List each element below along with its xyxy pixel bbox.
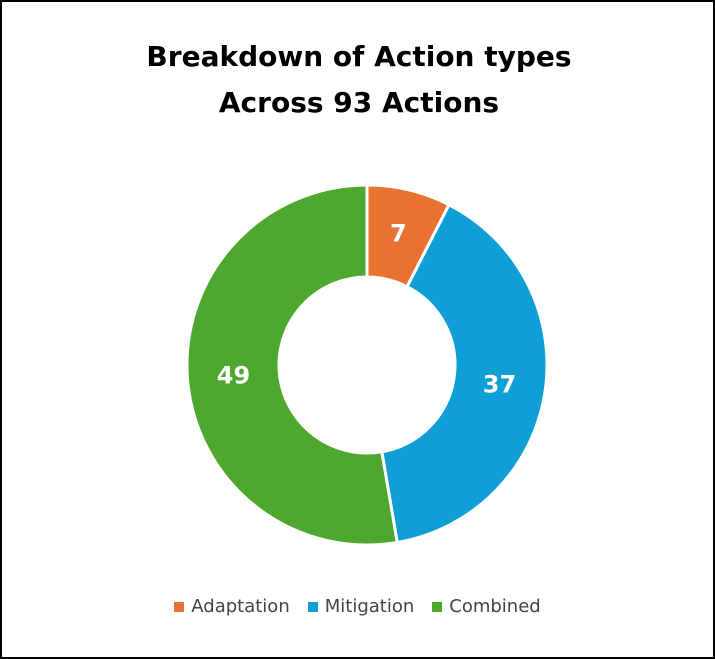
legend-label: Mitigation <box>324 596 415 617</box>
legend-item: Mitigation <box>307 596 415 617</box>
donut-slice <box>185 183 399 547</box>
data-label: 37 <box>483 370 516 398</box>
data-label: 49 <box>217 361 250 389</box>
legend-item: Combined <box>432 596 541 617</box>
legend-swatch <box>432 601 443 612</box>
legend-swatch <box>174 601 185 612</box>
legend-swatch <box>307 601 318 612</box>
legend-label: Combined <box>449 596 541 617</box>
legend-label: Adaptation <box>191 596 290 617</box>
data-label: 7 <box>390 220 407 248</box>
donut-slice <box>380 202 549 545</box>
legend-item: Adaptation <box>174 596 290 617</box>
legend: Adaptation Mitigation Combined <box>2 596 713 617</box>
chart-title: Breakdown of Action types Across 93 Acti… <box>146 40 572 119</box>
